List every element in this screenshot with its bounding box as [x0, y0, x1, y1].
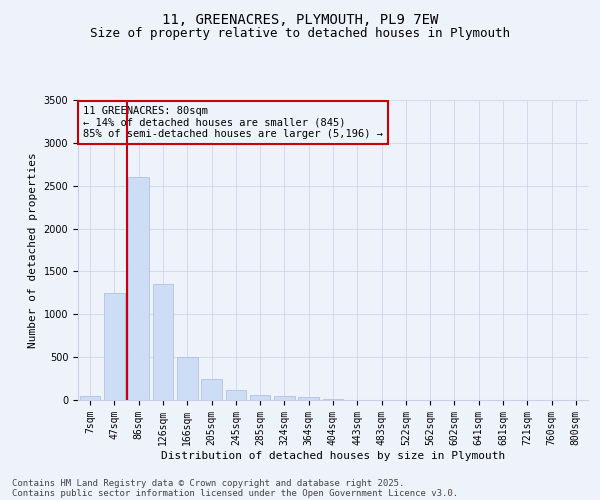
- Y-axis label: Number of detached properties: Number of detached properties: [28, 152, 38, 348]
- X-axis label: Distribution of detached houses by size in Plymouth: Distribution of detached houses by size …: [161, 450, 505, 460]
- Bar: [80, 396, 100, 400]
- Bar: [201, 380, 222, 400]
- Bar: [128, 177, 149, 400]
- Bar: [250, 396, 271, 400]
- Bar: [226, 390, 246, 400]
- Bar: [298, 398, 319, 400]
- Bar: [152, 284, 173, 400]
- Bar: [104, 293, 125, 400]
- Text: 11 GREENACRES: 80sqm
← 14% of detached houses are smaller (845)
85% of semi-deta: 11 GREENACRES: 80sqm ← 14% of detached h…: [83, 106, 383, 139]
- Bar: [323, 399, 343, 400]
- Text: Size of property relative to detached houses in Plymouth: Size of property relative to detached ho…: [90, 28, 510, 40]
- Bar: [177, 357, 197, 400]
- Bar: [274, 396, 295, 400]
- Text: 11, GREENACRES, PLYMOUTH, PL9 7EW: 11, GREENACRES, PLYMOUTH, PL9 7EW: [162, 12, 438, 26]
- Text: Contains public sector information licensed under the Open Government Licence v3: Contains public sector information licen…: [12, 488, 458, 498]
- Text: Contains HM Land Registry data © Crown copyright and database right 2025.: Contains HM Land Registry data © Crown c…: [12, 478, 404, 488]
